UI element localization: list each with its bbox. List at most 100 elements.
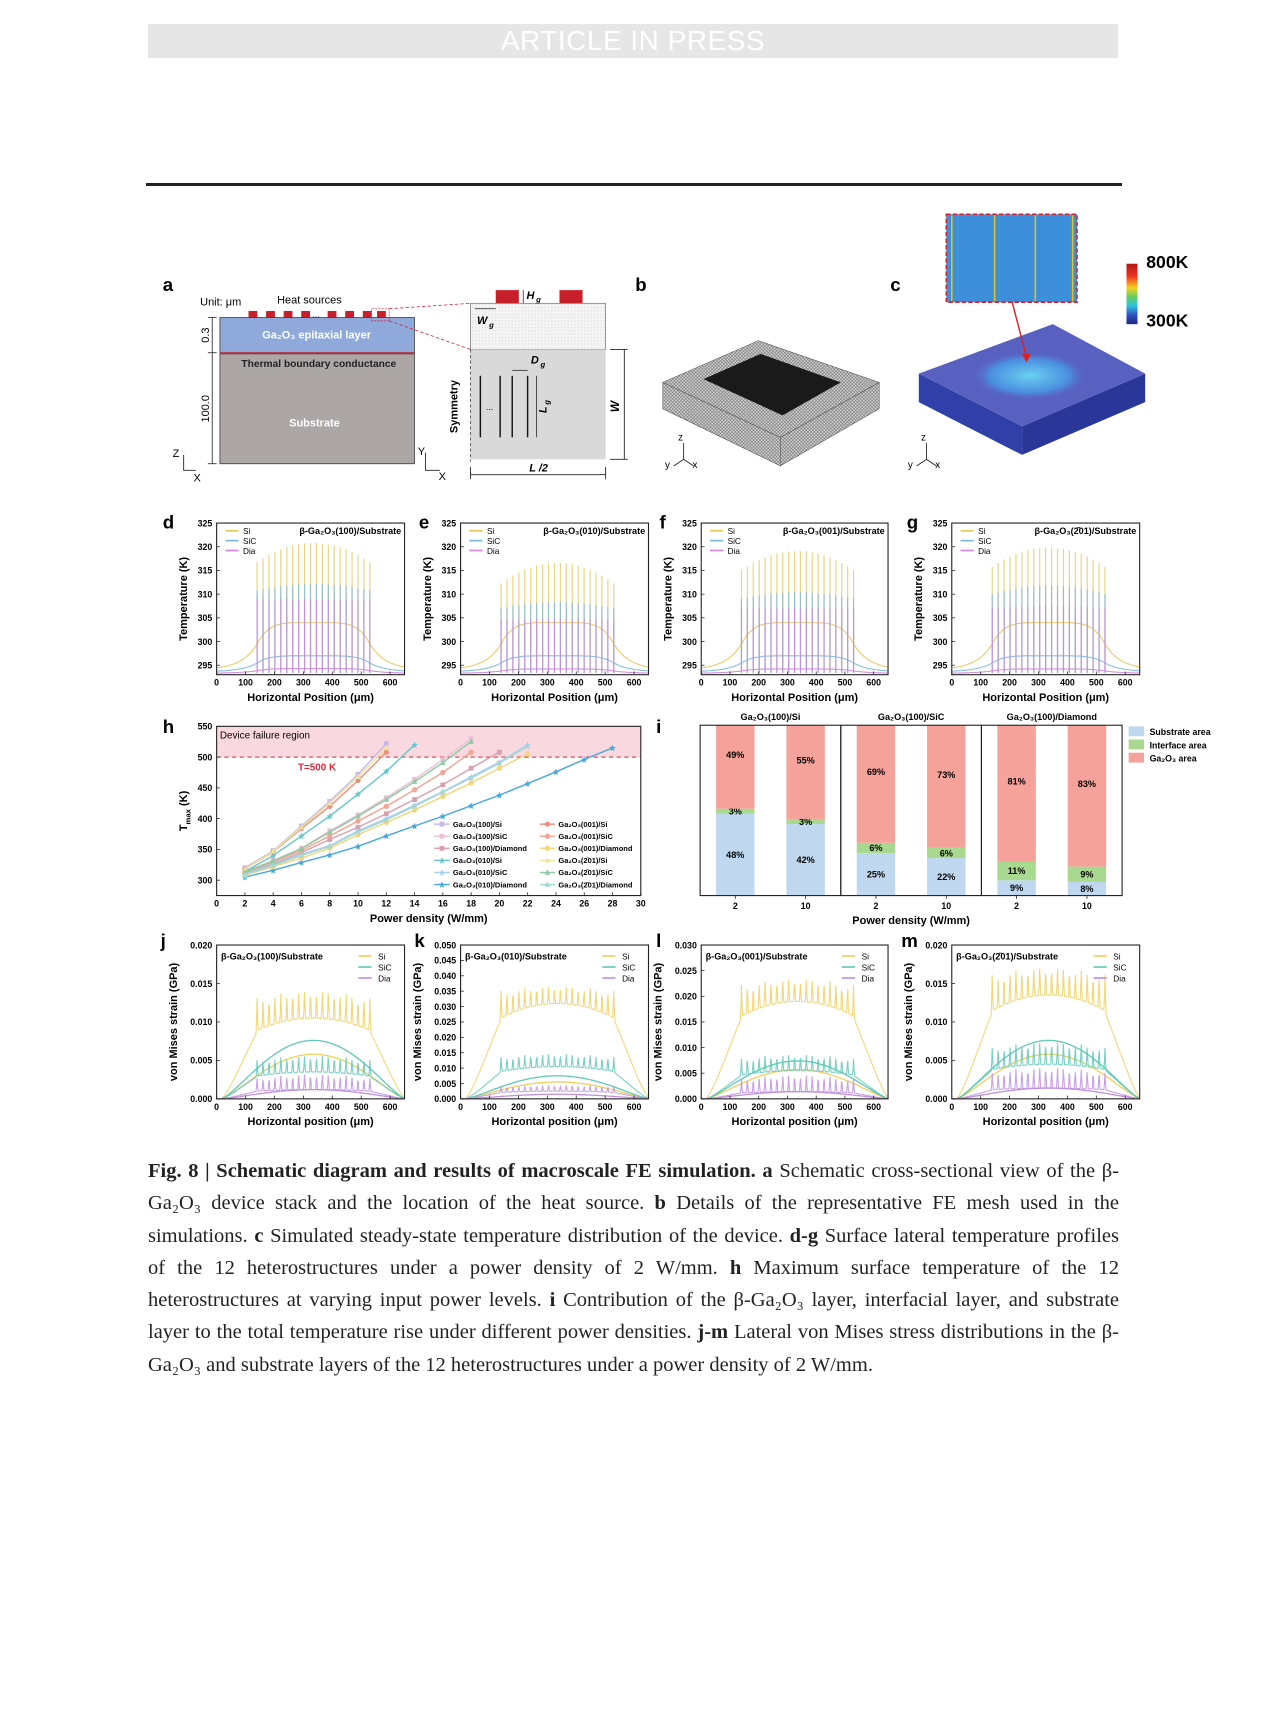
legend-label: SiC <box>487 537 500 546</box>
legend-swatch <box>1128 726 1145 737</box>
bar-segment-interface <box>997 861 1036 881</box>
caption-bold-segment: b <box>654 1192 666 1215</box>
legend-label: Si <box>1113 952 1120 961</box>
data-point <box>580 756 588 763</box>
x-tick-label: 200 <box>751 1102 766 1112</box>
y-tick-label: 325 <box>198 518 213 528</box>
x-tick-label: 500 <box>838 678 853 688</box>
legend-label: Ga₂O₃(100)/Diamond <box>453 844 527 853</box>
arrow-head-icon <box>1022 353 1031 363</box>
heat-source <box>301 310 311 318</box>
epi-thickness-label: 0.3 <box>200 328 212 343</box>
y-tick-label: 0.000 <box>675 1094 697 1104</box>
data-point <box>544 845 551 851</box>
x-tick-label: 10 <box>353 899 363 909</box>
y-axis-label: von Mises strain (GPa) <box>903 962 915 1081</box>
y-tick-label: 0.010 <box>925 1017 947 1027</box>
x-tick-label: 200 <box>1002 678 1017 688</box>
gate-fingers <box>479 375 529 438</box>
bar-segment-interface <box>716 808 755 814</box>
data-point <box>298 852 305 858</box>
x-tick-label: 10 <box>801 901 811 911</box>
bar-segment-interface <box>1067 866 1107 882</box>
y-axis-label: Temperature (K) <box>663 557 675 641</box>
x-tick-label: 100 <box>973 1102 988 1112</box>
legend-label: Interface area <box>1150 740 1207 750</box>
data-point <box>544 857 551 863</box>
y-tick-label: 0.015 <box>434 1048 456 1058</box>
x-axis-label: Power density (W/mm) <box>852 915 970 927</box>
lg-sub: g <box>543 400 552 406</box>
bar-value-label: 9% <box>1010 883 1023 893</box>
panel-letter-e: e <box>419 512 429 533</box>
heat-source <box>266 310 275 318</box>
axis-x-label: X <box>194 472 202 484</box>
dimension-lines <box>207 317 217 465</box>
data-point <box>242 866 248 872</box>
data-point <box>439 789 446 795</box>
x-tick-label: 400 <box>809 678 824 688</box>
x-tick-label: 500 <box>598 1102 613 1112</box>
x-tick-label: 500 <box>1089 1102 1104 1112</box>
colorbar-max-label: 800K <box>1146 252 1188 272</box>
y-tick-label: 350 <box>198 845 213 855</box>
heat-source <box>248 310 258 318</box>
legend-label: SiC <box>243 537 256 546</box>
legend-swatch <box>1128 752 1145 763</box>
legend-label: Dia <box>1113 974 1126 983</box>
x-tick-label: 300 <box>540 678 555 688</box>
substrate-stress-line-dia <box>216 1088 405 1100</box>
tmax-vs-power-chart: h Device failure region T=500 K Ga₂O₃(100)/… <box>163 716 646 925</box>
y-tick-label: 0.020 <box>434 1033 456 1043</box>
axis-y: y <box>665 460 670 471</box>
legend-label: Si <box>378 952 385 961</box>
substrate-stress-line-dia <box>460 1093 648 1100</box>
y-tick-label: 310 <box>682 589 697 599</box>
data-point <box>468 738 474 744</box>
axis-x: x <box>692 460 697 471</box>
y-tick-label: 295 <box>198 661 213 671</box>
data-point <box>355 777 361 784</box>
y-tick-label: 325 <box>933 518 948 528</box>
data-point <box>355 818 361 824</box>
panel-letter-g: g <box>907 512 918 533</box>
legend-label: SiC <box>862 963 875 972</box>
device-failure-region <box>216 726 641 758</box>
bar-value-label: 8% <box>1080 884 1093 894</box>
y-tick-label: 320 <box>682 542 697 552</box>
heat-source-blocks <box>248 310 386 318</box>
caption-segment: Details of the representative FE mesh us… <box>148 1192 1119 1247</box>
x-axis-label: Horizontal position (μm) <box>983 1116 1109 1128</box>
y-tick-label: 300 <box>933 637 948 647</box>
zoom-region-box <box>371 308 390 322</box>
chart-title: β-Ga₂O₃(100)/Substrate <box>221 951 323 961</box>
data-point <box>354 790 362 798</box>
bar-segment-substrate <box>927 858 966 896</box>
data-point <box>468 765 474 771</box>
data-point <box>440 793 446 800</box>
y-axis-label: von Mises strain (GPa) <box>168 962 180 1081</box>
legend-label: Dia <box>622 974 635 983</box>
x-tick-label: 300 <box>296 678 311 688</box>
panel-letter-h: h <box>163 716 174 737</box>
data-point <box>354 843 362 850</box>
panel-a: a Unit: μm Heat sources ... Ga₂O₃ epitax… <box>163 274 628 484</box>
bar-value-label: 3% <box>799 817 812 827</box>
series-line <box>244 747 387 870</box>
legend-label: Dia <box>862 974 875 983</box>
x-tick-label: 400 <box>1060 678 1075 688</box>
group-title: Ga₂O₃(100)/SiC <box>878 712 945 722</box>
data-point <box>326 843 333 849</box>
y-tick-label: 0.015 <box>925 979 947 989</box>
xyz-axes-icon <box>916 442 937 467</box>
y-tick-label: 0.030 <box>434 1002 456 1012</box>
legend-label: Ga₂O₃(2̄01)/Si <box>558 856 607 865</box>
x-tick-label: 300 <box>780 1102 795 1112</box>
legend-swatch <box>1128 739 1145 750</box>
caption-bold-segment: c <box>254 1224 264 1247</box>
data-point <box>383 744 390 751</box>
x-tick-label: 28 <box>608 899 618 909</box>
x-tick-label: 400 <box>569 1102 584 1112</box>
